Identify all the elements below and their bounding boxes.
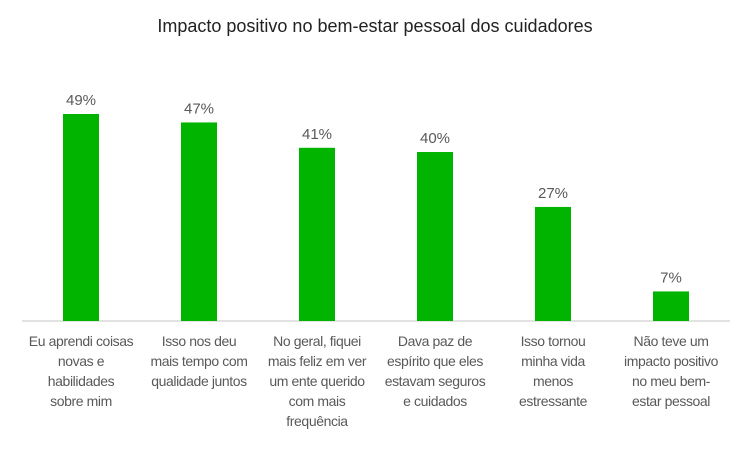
category-label-line: espírito que eles: [387, 353, 483, 369]
category-label-line: impacto positivo: [624, 353, 718, 369]
category-label: Isso nos deu mais tempo com qualidade junt…: [140, 331, 258, 391]
bar: [299, 147, 335, 321]
category-label: Eu aprendi coisas novas e habilidades sobre…: [22, 331, 140, 411]
category-label-line: com mais: [288, 393, 346, 409]
category-label-line: Não teve um: [633, 333, 709, 349]
category-label-line: minha vida: [521, 353, 585, 369]
category-label-line: estressante: [519, 393, 587, 409]
category-label: Não teve um impacto positivo no meu bem-es…: [612, 331, 730, 411]
category-label-line: estavam seguros: [384, 373, 486, 389]
bar: [535, 206, 571, 321]
category-label-line: Eu aprendi coisas: [28, 333, 134, 349]
category-label-line: e cuidados: [403, 393, 467, 409]
data-label: 7%: [660, 269, 682, 286]
bar: [417, 152, 453, 321]
category-label: Isso tornou minha vida menos estressante: [494, 331, 612, 411]
bar: [63, 114, 99, 321]
category-label-line: frequência: [286, 413, 348, 429]
category-label-line: no meu bem-: [631, 373, 711, 389]
category-label-line: qualidade juntos: [151, 373, 247, 389]
category-label: No geral, fiquei mais feliz em ver um ente…: [258, 331, 376, 431]
category-label-line: menos: [532, 373, 574, 389]
category-label-line: Isso nos deu: [161, 333, 237, 349]
category-label-line: estar pessoal: [631, 393, 711, 409]
category-label-line: Dava paz de: [397, 333, 473, 349]
data-label: 49%: [66, 92, 96, 109]
bar: [181, 122, 217, 322]
data-label: 40%: [420, 130, 450, 147]
category-label-line: sobre mim: [50, 393, 112, 409]
category-label: Dava paz de espírito que eles estavam segu…: [376, 331, 494, 411]
data-label: 41%: [302, 126, 332, 143]
category-label-line: mais tempo com: [150, 353, 248, 369]
bar: [653, 291, 689, 321]
category-label-line: um ente querido: [269, 373, 365, 389]
category-label-line: Isso tornou: [520, 333, 586, 349]
data-label: 47%: [184, 100, 214, 117]
category-label-line: mais feliz em ver: [267, 353, 367, 369]
data-label: 27%: [538, 185, 568, 202]
category-label-line: No geral, fiquei: [273, 333, 361, 349]
category-label-line: novas e: [57, 353, 105, 369]
category-label-line: habilidades: [47, 373, 115, 389]
chart-title: Impacto positivo no bem-estar pessoal do…: [157, 16, 593, 36]
